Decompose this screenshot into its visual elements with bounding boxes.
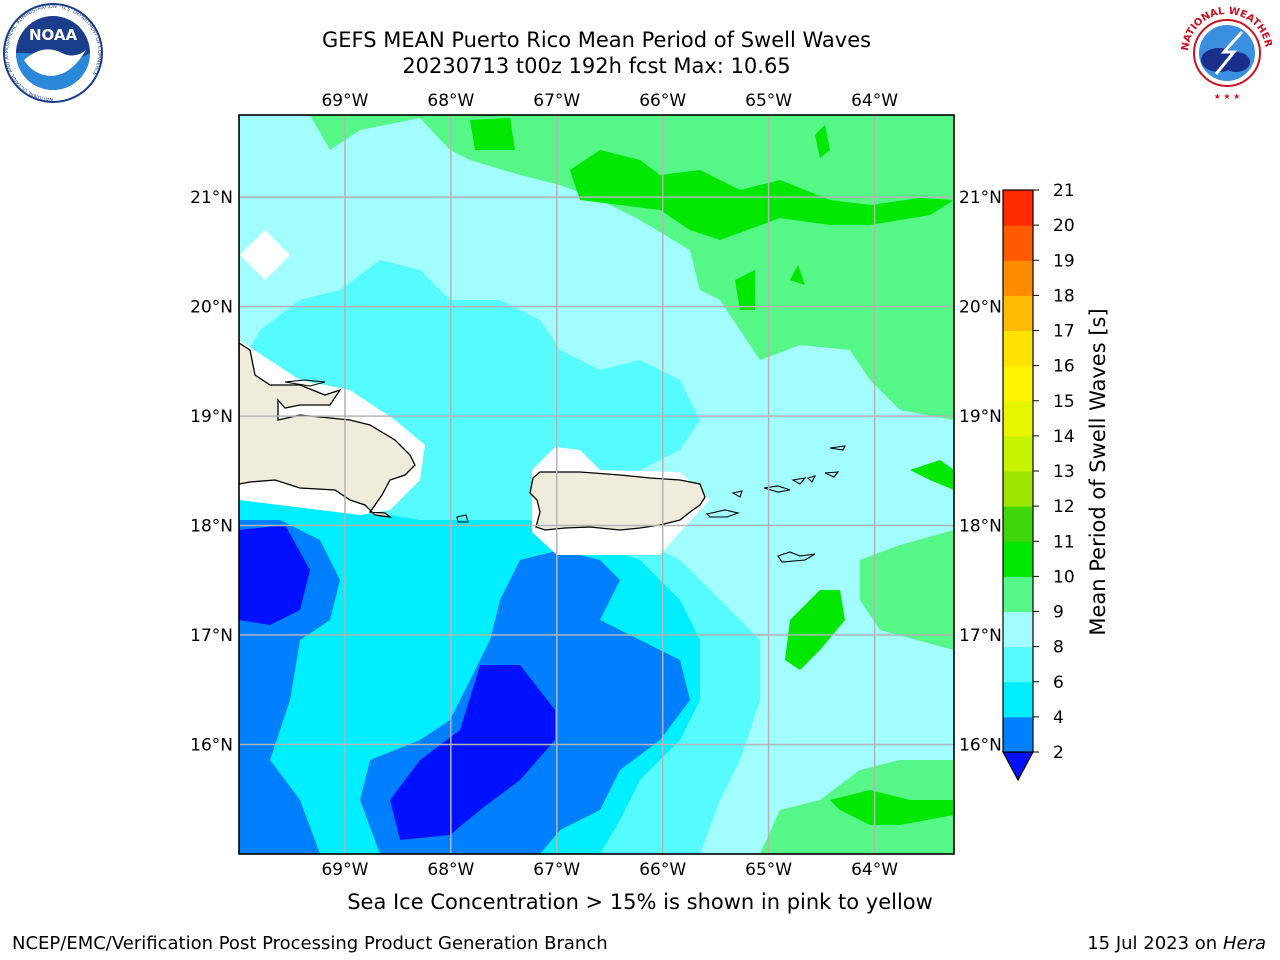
colorbar-tick-label: 13 xyxy=(1053,462,1075,482)
colorbar-tick-label: 19 xyxy=(1053,251,1075,271)
lon-tick-label-bottom: 67°W xyxy=(533,860,580,880)
colorbar-tick-label: 4 xyxy=(1053,708,1064,728)
colorbar-tick-label: 8 xyxy=(1053,638,1064,658)
colorbar-tick-label: 12 xyxy=(1053,497,1075,517)
colorbar-tick-label: 14 xyxy=(1053,427,1075,447)
lat-ticks-right: 21°N 20°N 19°N 18°N 17°N 16°N xyxy=(959,188,1002,755)
lat-tick-label-right: 20°N xyxy=(959,298,1002,318)
colorbar-swatch xyxy=(1003,190,1033,226)
footer-credit: NCEP/EMC/Verification Post Processing Pr… xyxy=(12,933,608,954)
field-band-10-11 xyxy=(470,118,515,150)
lon-tick-label-top: 69°W xyxy=(321,91,368,111)
colorbar-swatch xyxy=(1003,330,1033,367)
svg-text:★ ★ ★: ★ ★ ★ xyxy=(1214,92,1241,101)
lon-tick-label-bottom: 66°W xyxy=(639,860,686,880)
colorbar-tick-label: 15 xyxy=(1053,392,1075,412)
field-band-10-11f xyxy=(830,790,954,825)
noaa-logo-text: NOAA xyxy=(29,26,78,44)
colorbar-swatch xyxy=(1003,400,1033,437)
lon-tick-label-bottom: 64°W xyxy=(851,860,898,880)
land-st-croix xyxy=(777,551,816,563)
lon-tick-label-top: 64°W xyxy=(851,91,898,111)
colorbar-tick-label: 20 xyxy=(1053,216,1075,236)
lat-tick-label-left: 20°N xyxy=(190,298,233,318)
colorbar-swatch xyxy=(1003,611,1033,648)
lat-tick-label-left: 21°N xyxy=(190,188,233,208)
lat-tick-label-right: 21°N xyxy=(959,188,1002,208)
colorbar-tick-label: 11 xyxy=(1053,532,1075,552)
colorbar-swatch xyxy=(1003,435,1033,472)
land-vieques xyxy=(705,509,740,518)
lat-tick-label-left: 16°N xyxy=(190,736,233,756)
lat-tick-label-left: 19°N xyxy=(190,407,233,427)
lon-ticks-bottom: 69°W 68°W 67°W 66°W 65°W 64°W xyxy=(321,860,898,880)
noaa-logo: NOAA NATIONAL OCEANIC AND ATMOSPHERIC AD… xyxy=(3,3,103,103)
lon-tick-label-top: 65°W xyxy=(745,91,792,111)
footer-date: 15 Jul 2023 on Hera xyxy=(1087,933,1266,954)
colorbar-swatch xyxy=(1003,681,1033,718)
land-anegada xyxy=(824,445,846,478)
field-band-10-11c xyxy=(735,270,755,310)
colorbar-swatch xyxy=(1003,646,1033,683)
colorbar-tick-label: 17 xyxy=(1053,322,1075,342)
colorbar-tick-label: 16 xyxy=(1053,357,1075,377)
colorbar-swatch xyxy=(1003,225,1033,261)
colorbar-tick-label: 9 xyxy=(1053,603,1064,623)
colorbar-title: Mean Period of Swell Waves [s] xyxy=(1086,308,1110,635)
colorbar-swatch xyxy=(1003,506,1033,542)
colorbar-swatch xyxy=(1003,295,1033,331)
swell-period-field xyxy=(239,115,954,854)
lat-tick-label-left: 18°N xyxy=(190,517,233,537)
land-puerto-rico xyxy=(529,471,706,531)
lat-tick-label-right: 16°N xyxy=(959,736,1002,756)
land-mona xyxy=(456,514,469,523)
colorbar-tick-label: 6 xyxy=(1053,673,1064,693)
map-gridlines xyxy=(239,115,954,854)
colorbar: 2 4 6 8 9 10 11 12 13 14 15 16 17 18 19 20 21 xyxy=(1001,181,1075,782)
lon-tick-label-bottom: 69°W xyxy=(321,860,368,880)
colorbar-tick-label: 18 xyxy=(1053,286,1075,306)
lat-tick-label-right: 17°N xyxy=(959,626,1002,646)
colorbar-swatch xyxy=(1003,541,1033,577)
lat-tick-label-right: 18°N xyxy=(959,517,1002,537)
colorbar-swatch xyxy=(1003,716,1033,753)
lat-tick-label-right: 19°N xyxy=(959,407,1002,427)
footer-host: Hera xyxy=(1222,933,1266,954)
field-band-10-11b xyxy=(570,150,954,240)
colorbar-tick-label: 21 xyxy=(1053,181,1075,201)
field-band-10-11g xyxy=(910,460,954,490)
land-virgin-islands xyxy=(731,475,817,498)
land-tortuga xyxy=(284,379,326,387)
colorbar-swatch xyxy=(1003,576,1033,612)
lon-ticks-top: 69°W 68°W 67°W 66°W 65°W 64°W xyxy=(321,91,898,111)
map-title: GEFS MEAN Puerto Rico Mean Period of Swe… xyxy=(321,28,872,52)
field-band-10-11e xyxy=(785,590,845,670)
colorbar-swatch xyxy=(1003,471,1033,507)
nws-logo: NATIONAL WEATHER SERVICE ★ ★ ★ xyxy=(1176,2,1276,102)
field-band-10-11d xyxy=(790,265,805,285)
colorbar-tick-label: 10 xyxy=(1053,567,1075,587)
lon-tick-label-bottom: 68°W xyxy=(427,860,474,880)
lon-tick-label-top: 66°W xyxy=(639,91,686,111)
colorbar-swatch xyxy=(1003,260,1033,296)
field-band-lt2 xyxy=(239,525,310,625)
map-frame xyxy=(238,114,955,855)
field-band-lt2b xyxy=(390,665,555,840)
lat-tick-label-left: 17°N xyxy=(190,626,233,646)
map-subtitle-forecast: 20230713 t00z 192h fcst Max: 10.65 xyxy=(402,54,791,78)
colorbar-tick-label: 2 xyxy=(1053,743,1064,763)
colorbar-swatch xyxy=(1003,365,1033,402)
lon-tick-label-top: 68°W xyxy=(427,91,474,111)
field-band-10-11h xyxy=(815,125,830,158)
lat-ticks-left: 21°N 20°N 19°N 18°N 17°N 16°N xyxy=(190,188,233,755)
lon-tick-label-top: 67°W xyxy=(533,91,580,111)
sea-ice-note: Sea Ice Concentration > 15% is shown in … xyxy=(347,890,933,914)
colorbar-extend-min xyxy=(1001,751,1035,782)
masked-area xyxy=(240,230,290,280)
lon-tick-label-bottom: 65°W xyxy=(745,860,792,880)
